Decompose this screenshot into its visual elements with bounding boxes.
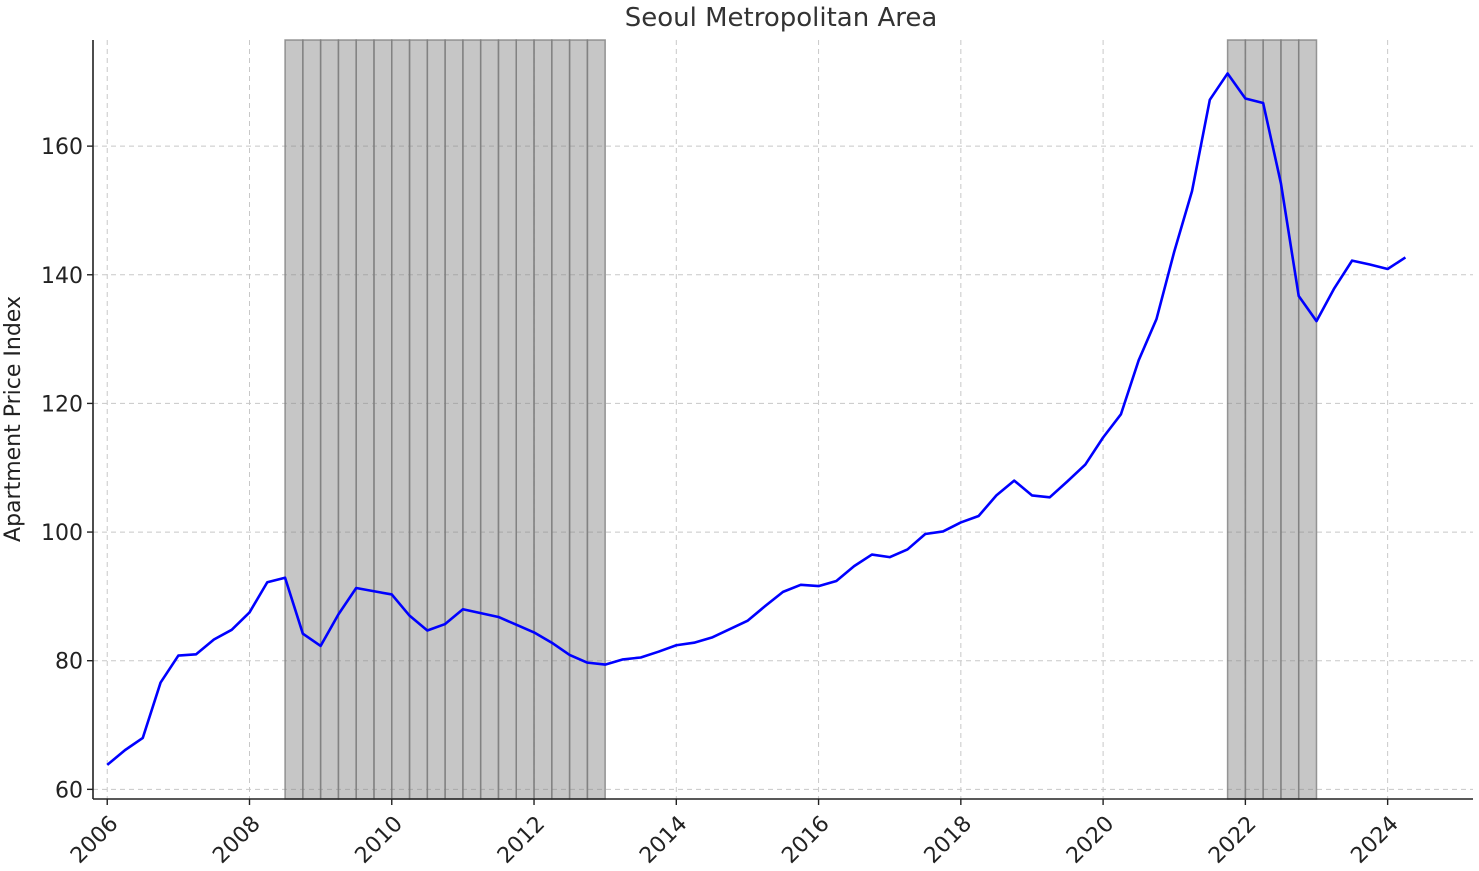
x-tick-label: 2012 <box>493 811 550 868</box>
y-tick-label: 100 <box>41 521 83 546</box>
x-tick-label: 2006 <box>66 811 123 868</box>
x-tick-label: 2020 <box>1062 811 1119 868</box>
shaded-period-quarter <box>284 39 304 800</box>
shaded-period-quarter <box>586 39 606 800</box>
shaded-period-quarter <box>462 39 482 800</box>
price-index-line <box>106 72 1407 766</box>
shaded-period-quarter <box>1226 39 1247 800</box>
shaded-period-quarter <box>426 39 446 800</box>
x-tick-label: 2016 <box>777 811 834 868</box>
shaded-period-quarter <box>355 39 375 800</box>
x-tick-label: 2022 <box>1204 811 1261 868</box>
shaded-period-quarter <box>551 39 571 800</box>
shaded-period-quarter <box>337 39 357 800</box>
axes <box>87 40 1473 805</box>
shaded-period-quarter <box>319 39 340 800</box>
x-tick-label: 2018 <box>920 811 977 868</box>
y-tick-label: 120 <box>41 392 83 417</box>
shaded-period-quarter <box>1297 39 1318 800</box>
shaded-period-quarter <box>373 39 393 800</box>
shaded-period-quarter <box>1244 39 1264 800</box>
shaded-period-quarter <box>408 39 429 800</box>
shaded-period-quarter <box>497 39 517 800</box>
chart-title: Seoul Metropolitan Area <box>625 3 938 33</box>
shaded-period-quarter <box>302 39 322 800</box>
shaded-period-quarter <box>391 39 411 800</box>
shaded-period-quarter <box>444 39 464 800</box>
shaded-period-quarter <box>1262 39 1282 800</box>
y-tick-label: 60 <box>55 778 83 803</box>
shaded-periods <box>284 39 1318 800</box>
shaded-period-quarter <box>515 39 535 800</box>
tick-labels: 60 80 100 120 140 160 2006 2008 2010 2012 2014 2016… <box>41 135 1404 869</box>
x-tick-label: 2008 <box>208 811 265 868</box>
x-tick-label: 2014 <box>635 811 692 868</box>
shaded-period-quarter <box>479 39 500 800</box>
y-tick-label: 160 <box>41 135 83 160</box>
series-layer <box>106 72 1407 766</box>
y-tick-label: 80 <box>55 650 83 675</box>
shaded-period-quarter <box>1280 39 1300 800</box>
y-axis-label: Apartment Price Index <box>1 296 26 542</box>
x-tick-label: 2010 <box>351 811 408 868</box>
x-tick-label: 2024 <box>1347 811 1404 868</box>
y-tick-label: 140 <box>41 264 83 289</box>
shaded-period-quarter <box>568 39 589 800</box>
shaded-period-quarter <box>533 39 553 800</box>
